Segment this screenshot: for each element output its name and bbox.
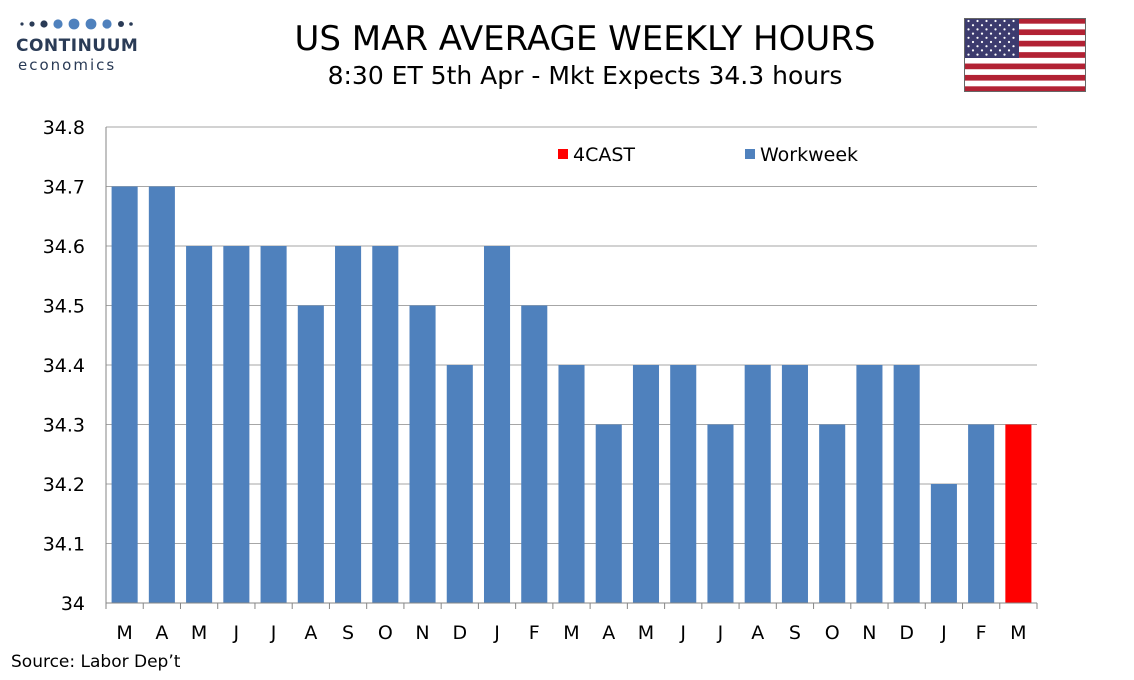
logo-dots-icon bbox=[20, 18, 133, 30]
workweek-bar bbox=[223, 246, 250, 603]
y-tick-label: 34.5 bbox=[43, 296, 85, 318]
x-tick-label: J bbox=[493, 622, 500, 644]
workweek-bar bbox=[148, 186, 175, 603]
y-tick-label: 34.8 bbox=[43, 117, 85, 139]
chart-title: US MAR AVERAGE WEEKLY HOURS bbox=[294, 19, 876, 59]
logo-wordmark: CONTINUUM bbox=[16, 36, 139, 56]
x-tick-label: M bbox=[191, 622, 207, 644]
x-tick-label: S bbox=[342, 622, 354, 644]
y-tick-label: 34 bbox=[61, 593, 85, 615]
x-tick-label: S bbox=[789, 622, 801, 644]
workweek-bar bbox=[260, 246, 287, 603]
workweek-bar bbox=[632, 365, 660, 603]
workweek-bar bbox=[335, 246, 362, 603]
chart-subtitle: 8:30 ET 5th Apr - Mkt Expects 34.3 hours bbox=[327, 61, 843, 90]
workweek-bar bbox=[186, 246, 213, 603]
workweek-bar bbox=[558, 365, 585, 603]
forecast-bar bbox=[1005, 424, 1032, 603]
x-tick-label: F bbox=[976, 622, 987, 644]
x-tick-label: N bbox=[415, 622, 429, 644]
workweek-bar bbox=[372, 246, 399, 603]
workweek-bar bbox=[111, 186, 138, 603]
y-tick-label: 34.7 bbox=[43, 177, 85, 199]
x-tick-label: O bbox=[825, 622, 840, 644]
y-tick-label: 34.2 bbox=[43, 474, 85, 496]
workweek-bar bbox=[483, 246, 511, 603]
logo-tagline: economics bbox=[18, 56, 117, 74]
workweek-bar bbox=[930, 484, 957, 603]
legend-label: Workweek bbox=[760, 144, 858, 166]
us-flag-icon bbox=[964, 18, 1086, 92]
x-tick-label: D bbox=[452, 622, 467, 644]
x-tick-label: M bbox=[1010, 622, 1026, 644]
x-tick-label: J bbox=[233, 622, 240, 644]
workweek-bar bbox=[521, 305, 548, 603]
axes bbox=[105, 127, 1038, 609]
x-tick-label: A bbox=[155, 622, 168, 644]
y-tick-label: 34.1 bbox=[43, 534, 85, 556]
x-tick-label: M bbox=[638, 622, 654, 644]
y-tick-label: 34.6 bbox=[43, 236, 85, 258]
workweek-bar bbox=[595, 424, 622, 603]
x-tick-label: J bbox=[717, 622, 724, 644]
x-tick-label: D bbox=[899, 622, 914, 644]
workweek-bar bbox=[707, 424, 734, 603]
workweek-bar bbox=[744, 365, 771, 603]
y-tick-label: 34.3 bbox=[43, 415, 85, 437]
x-tick-label: A bbox=[751, 622, 764, 644]
x-tick-label: F bbox=[529, 622, 540, 644]
x-tick-label: A bbox=[602, 622, 615, 644]
legend-label: 4CAST bbox=[573, 144, 635, 166]
bars bbox=[111, 186, 1032, 603]
workweek-bar bbox=[446, 365, 473, 603]
legend: 4CAST Workweek bbox=[558, 144, 858, 166]
workweek-bar bbox=[670, 365, 697, 603]
source-note: Source: Labor Dep’t bbox=[11, 652, 181, 672]
workweek-bar bbox=[409, 305, 436, 603]
workweek-bar bbox=[297, 305, 324, 603]
y-tick-label: 34.4 bbox=[43, 355, 85, 377]
workweek-bar bbox=[968, 424, 995, 603]
legend-swatch bbox=[745, 149, 755, 159]
x-tick-label: O bbox=[378, 622, 393, 644]
x-tick-label: M bbox=[563, 622, 579, 644]
x-tick-label: J bbox=[679, 622, 686, 644]
x-tick-label: J bbox=[940, 622, 947, 644]
continuum-logo: CONTINUUM economics bbox=[12, 14, 142, 76]
workweek-bar bbox=[781, 365, 808, 603]
workweek-bar bbox=[819, 424, 846, 603]
x-tick-label: J bbox=[270, 622, 277, 644]
legend-swatch bbox=[558, 149, 568, 159]
x-tick-label: A bbox=[304, 622, 317, 644]
x-tick-label: N bbox=[862, 622, 876, 644]
tick-labels: 34 34.1 34.2 34.3 34.4 34.5 34.6 34.7 34.8 M A M J J A… bbox=[43, 117, 1027, 644]
x-tick-label: M bbox=[116, 622, 132, 644]
workweek-bar bbox=[893, 365, 920, 603]
workweek-bar bbox=[856, 365, 883, 603]
